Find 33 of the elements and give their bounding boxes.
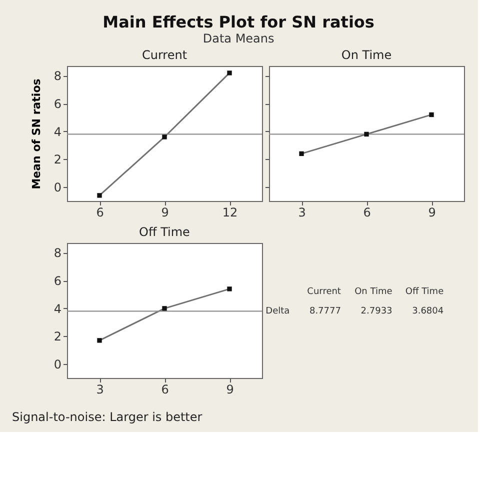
text: Current bbox=[307, 287, 342, 298]
chart-title: Off Time bbox=[139, 225, 190, 239]
y-tick-label: 6 bbox=[54, 274, 62, 288]
x-tick-label: 3 bbox=[96, 382, 104, 396]
chart-title: On Time bbox=[341, 48, 392, 62]
y-tick-label: 8 bbox=[54, 246, 62, 260]
y-tick-label: 2 bbox=[54, 330, 62, 344]
y-tick-label: 0 bbox=[54, 180, 62, 195]
x-tick-label: 9 bbox=[161, 206, 169, 220]
x-tick-label: 12 bbox=[222, 206, 238, 220]
y-tick-label: 2 bbox=[54, 152, 62, 167]
text: Data Means bbox=[202, 32, 274, 46]
x-tick-label: 3 bbox=[298, 206, 306, 220]
x-tick-label: 9 bbox=[226, 382, 234, 396]
text: Delta bbox=[266, 306, 290, 316]
text: 8.7777 bbox=[309, 306, 341, 316]
chart-title: Current bbox=[142, 48, 188, 62]
text: 3.6804 bbox=[412, 306, 444, 316]
y-tick-label: 4 bbox=[54, 302, 62, 316]
x-tick-label: 9 bbox=[428, 206, 436, 220]
text: Main Effects Plot for SN ratios bbox=[102, 12, 374, 32]
y-tick-label: 0 bbox=[54, 358, 62, 372]
y-tick-label: 4 bbox=[54, 124, 62, 139]
y-axis-title: Mean of SN ratios bbox=[30, 78, 43, 190]
text: Off Time bbox=[405, 287, 444, 298]
x-tick-label: 6 bbox=[96, 206, 104, 220]
text: Signal-to-noise: Larger is better bbox=[12, 410, 202, 424]
text: 2.7933 bbox=[360, 306, 392, 316]
x-tick-label: 6 bbox=[363, 206, 371, 220]
y-tick-label: 8 bbox=[54, 69, 62, 84]
x-tick-label: 6 bbox=[161, 382, 169, 396]
y-tick-label: 6 bbox=[54, 97, 62, 112]
text: On Time bbox=[354, 287, 393, 298]
